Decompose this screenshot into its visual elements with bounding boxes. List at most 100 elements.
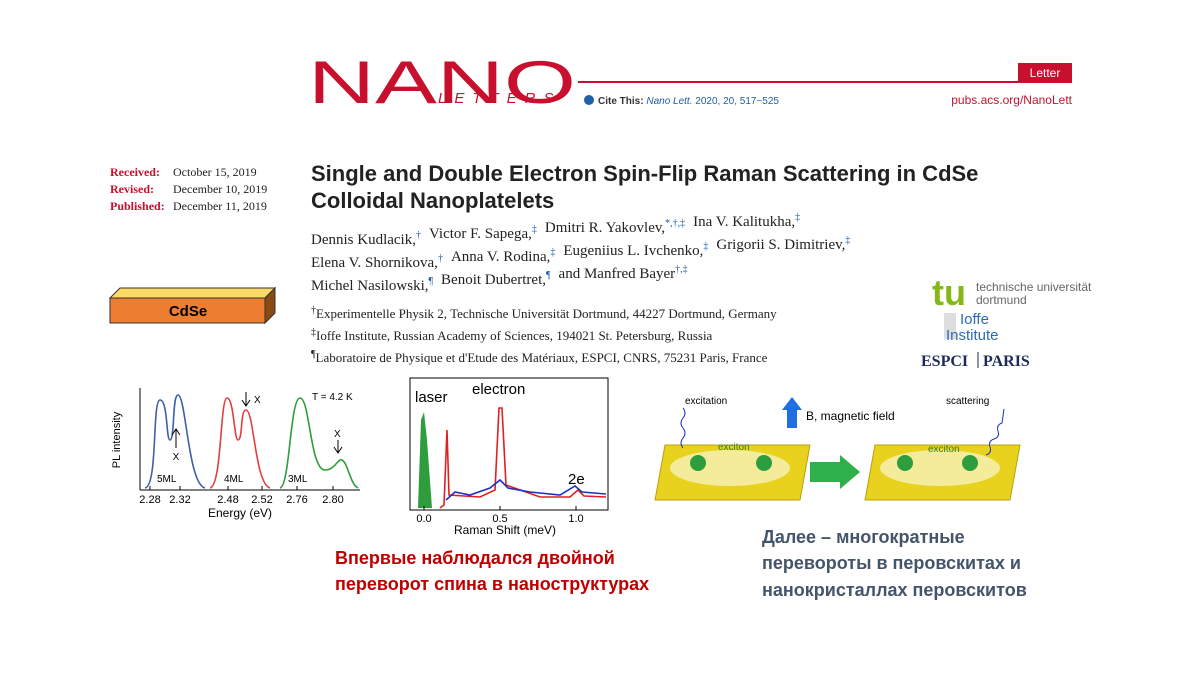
tick-label: 2.48 bbox=[217, 494, 238, 506]
paris: PARIS bbox=[983, 353, 1030, 370]
author-mark: †,‡ bbox=[675, 264, 688, 275]
peak-label: laser bbox=[415, 389, 448, 406]
arrow bbox=[171, 428, 181, 448]
temperature: T = 4.2 K bbox=[312, 392, 353, 403]
affiliation-mark: † bbox=[311, 305, 316, 316]
logo-sub: LETTERS bbox=[438, 90, 562, 107]
arrow bbox=[810, 455, 860, 489]
spin bbox=[897, 455, 913, 471]
author-mark: ‡ bbox=[703, 241, 708, 252]
logo-main: NANO bbox=[308, 49, 576, 116]
author-mark: † bbox=[438, 253, 443, 264]
tu-logo: tu bbox=[932, 272, 966, 313]
box-front bbox=[109, 297, 266, 324]
tick-label: 2.32 bbox=[169, 494, 190, 506]
affiliation: †Experimentelle Physik 2, Technische Uni… bbox=[311, 305, 777, 321]
author-line: Michel Nasilowski,¶ Benoit Dubertret,¶ and… bbox=[311, 264, 688, 294]
caption: Далее – многократные bbox=[762, 527, 965, 547]
peak-label: electron bbox=[472, 381, 525, 398]
x-label: Energy (eV) bbox=[208, 506, 272, 520]
author-name: Ina V. Kalitukha, bbox=[693, 214, 795, 230]
tick-label: 0.0 bbox=[416, 513, 431, 525]
exciton-area bbox=[670, 450, 790, 486]
photon bbox=[680, 407, 686, 449]
tick-label: 2.52 bbox=[251, 494, 272, 506]
scheme: excitation scattering B, magnetic field … bbox=[654, 396, 1021, 501]
frame bbox=[409, 377, 609, 511]
y-label: PL intensity bbox=[111, 411, 123, 468]
tick-label: 1.0 bbox=[568, 513, 583, 525]
affiliation-text: Laboratoire de Physique et d'Etude des M… bbox=[316, 350, 768, 365]
author-name: Benoit Dubertret, bbox=[441, 272, 546, 288]
peak-label: 2e bbox=[568, 471, 585, 488]
scheme-label: exciton bbox=[928, 444, 960, 455]
tick-label: 2.76 bbox=[286, 494, 307, 506]
author-mark: ¶ bbox=[429, 276, 434, 287]
author-name: Elena V. Shornikova, bbox=[311, 255, 438, 271]
dates: Received: October 15, 2019 Revised: Decembe… bbox=[110, 165, 267, 213]
ioffe: Institute bbox=[946, 327, 999, 344]
title: Single and Double Electron Spin-Flip Ram… bbox=[311, 161, 978, 186]
author-mark: ‡ bbox=[795, 212, 800, 223]
scheme-label: B, magnetic field bbox=[806, 409, 895, 423]
scheme-label: scattering bbox=[946, 396, 989, 407]
spin bbox=[962, 455, 978, 471]
author-name: Grigorii S. Dimitriev, bbox=[716, 237, 845, 253]
tick-label: 2.28 bbox=[139, 494, 160, 506]
panel-label: 5ML bbox=[157, 474, 177, 485]
author-mark: ‡ bbox=[845, 235, 850, 246]
author-name: Anna V. Rodina, bbox=[451, 249, 550, 265]
caption: перевороты в перовскитах и bbox=[762, 553, 1021, 573]
author-mark: *,†,‡ bbox=[665, 218, 685, 229]
date-label: Received: bbox=[110, 165, 160, 179]
exciton-area bbox=[880, 450, 1000, 486]
ioffe: Ioffe bbox=[960, 311, 989, 328]
ioffe-icon bbox=[944, 313, 956, 339]
photon bbox=[985, 408, 1005, 456]
field-arrow bbox=[782, 397, 802, 428]
tick-label: 2.80 bbox=[322, 494, 343, 506]
tu-text: technische universität bbox=[976, 280, 1092, 294]
author-mark: † bbox=[416, 230, 421, 241]
affiliation: ¶Laboratoire de Physique et d'Etude des … bbox=[311, 349, 768, 365]
affiliation-text: Ioffe Institute, Russian Academy of Scie… bbox=[316, 328, 713, 343]
spin bbox=[756, 455, 772, 471]
affiliation-mark: ¶ bbox=[311, 349, 316, 360]
spin bbox=[690, 455, 706, 471]
caption: переворот спина в наноструктурах bbox=[335, 574, 649, 594]
date-value: December 11, 2019 bbox=[173, 199, 267, 213]
panel-label: 4ML bbox=[224, 474, 244, 485]
pl-figure: PL intensity X X X T = 4.2 K 5ML 4ML 3ML… bbox=[111, 388, 360, 520]
cite: Cite This: Nano Lett. 2020, 20, 517−525 bbox=[598, 96, 779, 107]
box-top bbox=[108, 287, 277, 299]
author-name: Michel Nasilowski, bbox=[311, 278, 429, 294]
arrow bbox=[333, 440, 343, 454]
laser-peak bbox=[414, 412, 432, 508]
x-label: Raman Shift (meV) bbox=[454, 523, 556, 537]
author-mark: ¶ bbox=[546, 270, 551, 281]
author-mark: ‡ bbox=[532, 224, 537, 235]
espci: ESPCI bbox=[921, 353, 968, 370]
author-line: Dennis Kudlacik,† Victor F. Sapega,‡ Dmitr… bbox=[311, 212, 800, 248]
curve bbox=[445, 478, 607, 501]
curve bbox=[144, 394, 206, 489]
caption: Впервые наблюдался двойной bbox=[335, 548, 615, 568]
peak-label: X bbox=[334, 429, 341, 440]
author-name: and Manfred Bayer bbox=[559, 266, 676, 282]
panel-label: 3ML bbox=[288, 474, 308, 485]
scheme-label: exciton bbox=[718, 442, 750, 453]
affiliations: †Experimentelle Physik 2, Technische Uni… bbox=[311, 305, 777, 365]
date-value: October 15, 2019 bbox=[173, 165, 257, 179]
author-mark: ‡ bbox=[550, 247, 555, 258]
title: Colloidal Nanoplatelets bbox=[311, 188, 554, 213]
author-name: Dennis Kudlacik, bbox=[311, 232, 416, 248]
author-name: Victor F. Sapega, bbox=[429, 226, 532, 242]
badge bbox=[1018, 63, 1072, 82]
curve bbox=[279, 397, 359, 489]
raman-figure: laser electron 2e 0.0 0.5 1.0 Raman Shift … bbox=[409, 377, 609, 537]
tick-label: 0.5 bbox=[492, 513, 507, 525]
author-name: Eugeniius L. Ivchenko, bbox=[563, 243, 703, 259]
date-value: December 10, 2019 bbox=[173, 182, 267, 196]
date-label: Revised: bbox=[110, 182, 154, 196]
